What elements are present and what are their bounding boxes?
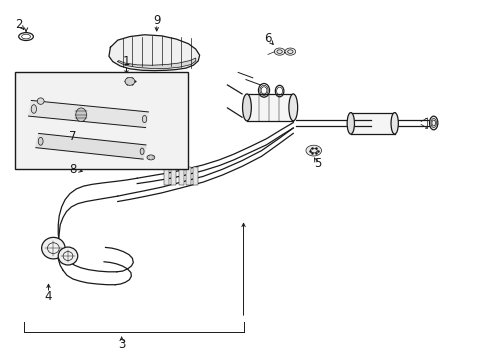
- Ellipse shape: [125, 77, 135, 85]
- Polygon shape: [118, 58, 195, 68]
- Bar: [15, 72, 188, 169]
- Ellipse shape: [38, 137, 43, 145]
- Text: 2: 2: [16, 18, 23, 31]
- Bar: [178, 167, 183, 185]
- Ellipse shape: [76, 108, 86, 122]
- Text: 6: 6: [264, 32, 271, 45]
- Ellipse shape: [274, 48, 285, 55]
- Polygon shape: [36, 134, 145, 159]
- Ellipse shape: [140, 148, 144, 154]
- Polygon shape: [109, 35, 199, 71]
- Polygon shape: [28, 100, 148, 127]
- Text: 1: 1: [122, 55, 130, 68]
- Text: 9: 9: [153, 14, 160, 27]
- Text: 4: 4: [44, 290, 52, 303]
- Ellipse shape: [390, 113, 398, 134]
- Ellipse shape: [31, 105, 37, 113]
- Ellipse shape: [288, 94, 297, 121]
- Bar: [185, 167, 190, 185]
- Ellipse shape: [58, 247, 78, 265]
- Text: 7: 7: [69, 130, 77, 144]
- Ellipse shape: [41, 237, 65, 259]
- Ellipse shape: [142, 116, 146, 123]
- Ellipse shape: [428, 116, 437, 130]
- Bar: [193, 167, 198, 185]
- Ellipse shape: [242, 94, 251, 121]
- Bar: [171, 167, 176, 185]
- Ellipse shape: [346, 113, 354, 134]
- Text: 8: 8: [69, 163, 77, 176]
- Ellipse shape: [285, 48, 295, 55]
- Text: 5: 5: [313, 157, 321, 170]
- Bar: [163, 167, 168, 185]
- Ellipse shape: [305, 145, 321, 156]
- Text: 3: 3: [118, 338, 125, 351]
- Ellipse shape: [147, 155, 155, 160]
- Polygon shape: [246, 94, 293, 121]
- Ellipse shape: [37, 98, 44, 104]
- Polygon shape: [350, 113, 394, 134]
